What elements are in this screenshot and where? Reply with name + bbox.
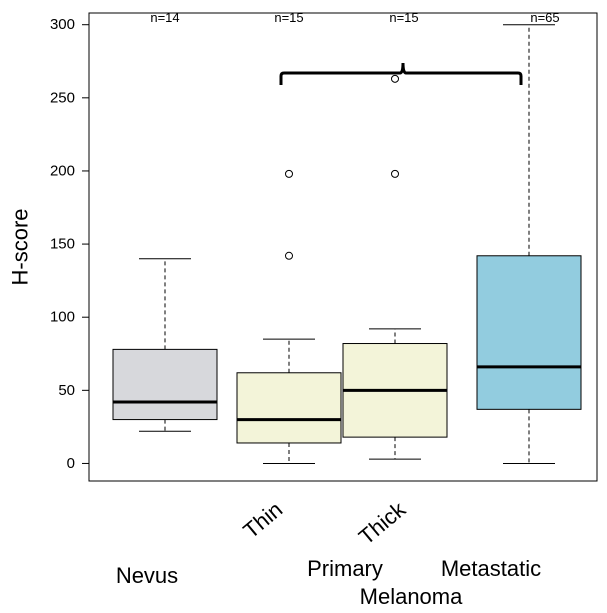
outlier-point (391, 74, 399, 83)
iqr-box (112, 348, 218, 421)
outlier-point (391, 169, 399, 178)
n-label: n=14 (150, 10, 179, 25)
x-label-thin: Thin (238, 497, 287, 544)
n-label: n=65 (530, 10, 559, 25)
y-tick-label: 250 (50, 89, 75, 106)
n-label: n=15 (274, 10, 303, 25)
iqr-box (236, 372, 342, 444)
box-group-nevus (112, 258, 218, 432)
x-label-thick: Thick (354, 496, 411, 550)
y-tick-label: 50 (58, 382, 75, 399)
y-axis: 0 50 100 150 200 250 300 (50, 16, 89, 472)
boxes-layer (112, 24, 582, 464)
box-group-metastatic (476, 24, 582, 464)
n-labels: n=14 n=15 n=15 n=65 (150, 10, 559, 25)
outlier-point (285, 169, 293, 178)
y-tick-label: 200 (50, 162, 75, 179)
n-label: n=15 (389, 10, 418, 25)
y-tick-label: 100 (50, 309, 75, 326)
box-group-thin (236, 169, 342, 464)
box-group-thick (342, 74, 448, 460)
category-label-primary: Primary (307, 556, 383, 581)
y-tick-label: 150 (50, 236, 75, 253)
y-tick-label: 300 (50, 16, 75, 33)
category-label-melanoma: Melanoma (360, 584, 463, 609)
outlier-point (285, 251, 293, 260)
plot-frame (88, 12, 598, 482)
category-label-metastatic: Metastatic (441, 556, 541, 581)
bracket-path (279, 62, 523, 85)
significance-bracket (279, 62, 523, 85)
iqr-box (476, 255, 582, 410)
category-label-nevus: Nevus (116, 563, 178, 588)
y-tick-label: 0 (67, 455, 75, 472)
y-axis-label: H-score (8, 208, 33, 285)
